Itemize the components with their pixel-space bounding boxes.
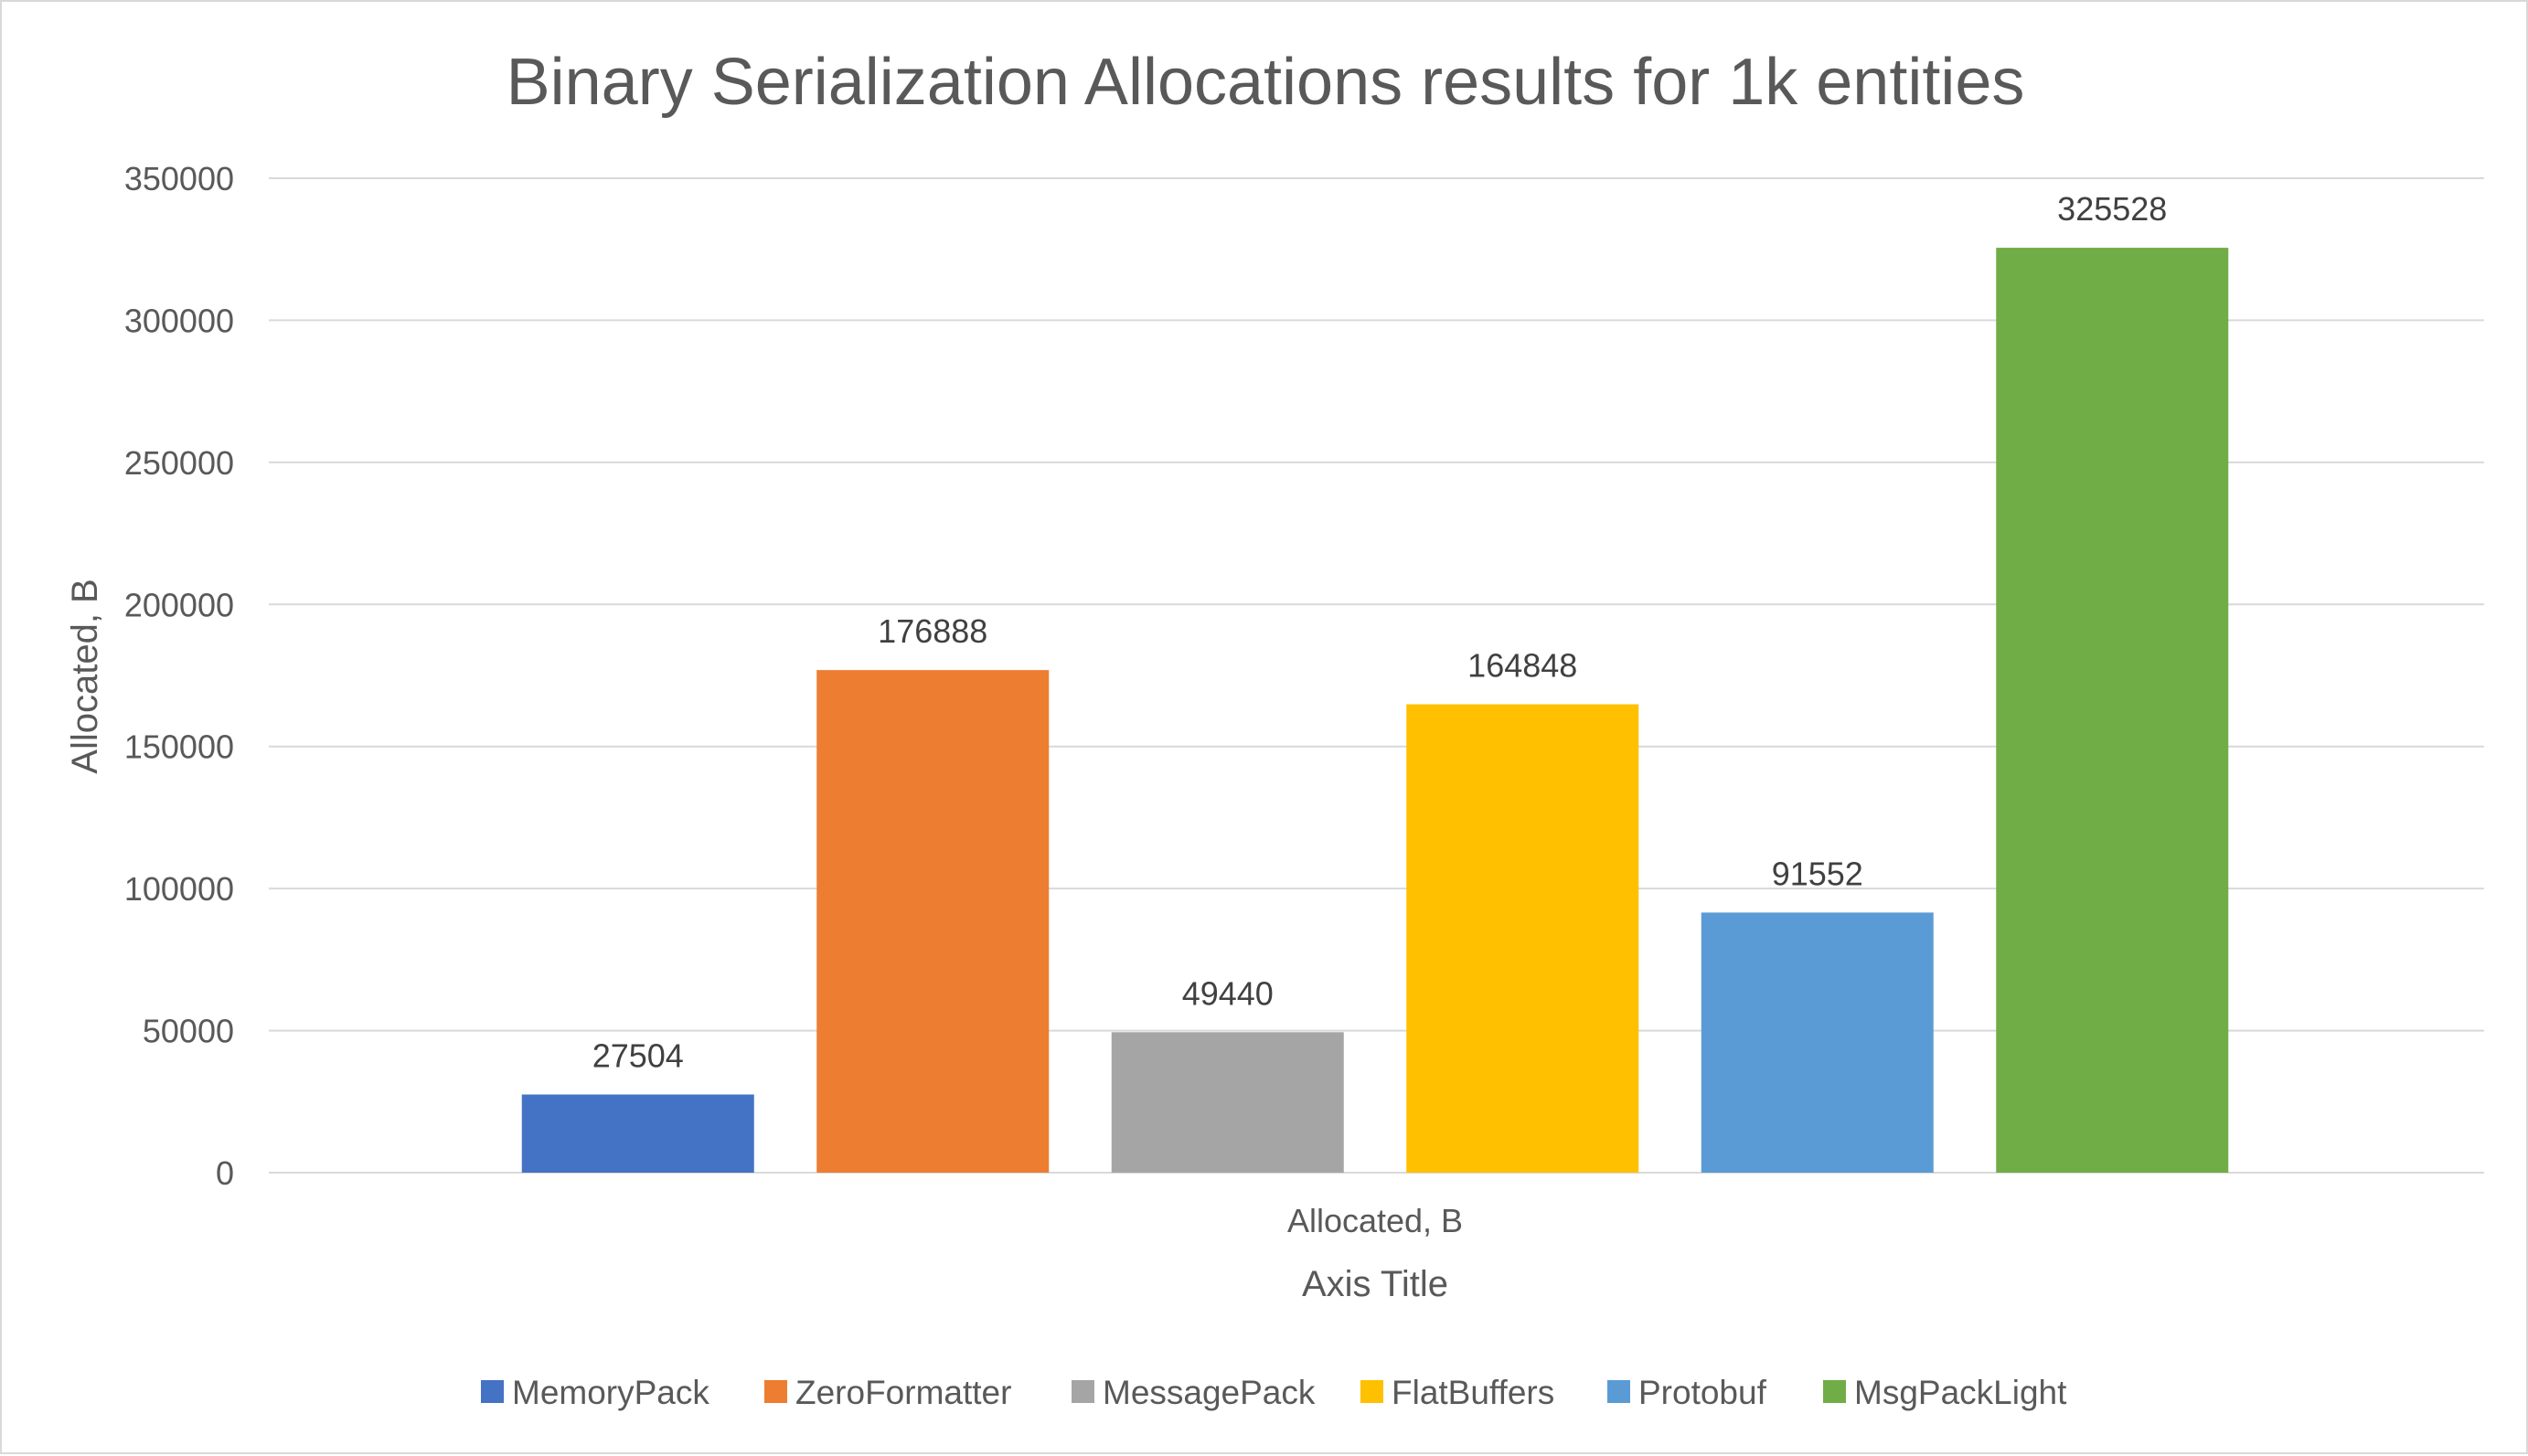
bar-memorypack — [521, 1094, 754, 1173]
legend-label-messagepack: MessagePack — [1103, 1374, 1316, 1411]
y-tick-label: 150000 — [124, 728, 234, 766]
legend-swatch-messagepack — [1072, 1380, 1094, 1403]
bars — [521, 248, 2229, 1173]
gridlines — [269, 177, 2484, 1174]
y-tick-label: 50000 — [143, 1013, 234, 1050]
y-tick-label: 250000 — [124, 444, 234, 482]
bar-msgpacklight — [1996, 248, 2229, 1173]
legend-label-msgpacklight: MsgPackLight — [1854, 1374, 2067, 1411]
chart-title: Binary Serialization Allocations results… — [507, 46, 2025, 119]
legend-label-flatbuffers: FlatBuffers — [1392, 1374, 1554, 1411]
legend-swatch-msgpacklight — [1823, 1380, 1846, 1403]
bar-protobuf — [1701, 912, 1934, 1173]
legend-swatch-flatbuffers — [1360, 1380, 1383, 1403]
data-label-flatbuffers: 164848 — [1467, 647, 1577, 685]
legend-swatch-memorypack — [481, 1380, 504, 1403]
legend-label-protobuf: Protobuf — [1638, 1374, 1767, 1411]
data-label-messagepack: 49440 — [1182, 974, 1274, 1012]
legend-label-zeroformatter: ZeroFormatter — [795, 1374, 1011, 1411]
legend-label-memorypack: MemoryPack — [512, 1374, 709, 1411]
data-labels: 27504 176888 49440 164848 91552 325528 — [592, 190, 2168, 1074]
data-label-memorypack: 27504 — [592, 1037, 684, 1075]
bar-flatbuffers — [1406, 704, 1639, 1173]
x-category-label: Allocated, B — [1287, 1202, 1463, 1239]
y-tick-label: 200000 — [124, 586, 234, 623]
data-label-zeroformatter: 176888 — [878, 612, 987, 650]
data-label-msgpacklight: 325528 — [2057, 190, 2167, 228]
legend-swatch-zeroformatter — [764, 1380, 787, 1403]
bar-zeroformatter — [816, 670, 1050, 1173]
y-axis-ticks: 0 50000 100000 150000 200000 250000 300000 3500… — [124, 160, 234, 1192]
legend: MemoryPack ZeroFormatter MessagePack FlatBu… — [481, 1374, 2067, 1411]
y-tick-label: 350000 — [124, 160, 234, 197]
y-axis-title: Allocated, B — [65, 579, 105, 773]
legend-swatch-protobuf — [1607, 1380, 1630, 1403]
x-axis-title: Axis Title — [1302, 1264, 1448, 1304]
y-tick-label: 300000 — [124, 302, 234, 339]
data-label-protobuf: 91552 — [1772, 855, 1863, 892]
y-tick-label: 100000 — [124, 870, 234, 908]
y-tick-label: 0 — [216, 1154, 234, 1192]
bar-messagepack — [1111, 1032, 1344, 1173]
